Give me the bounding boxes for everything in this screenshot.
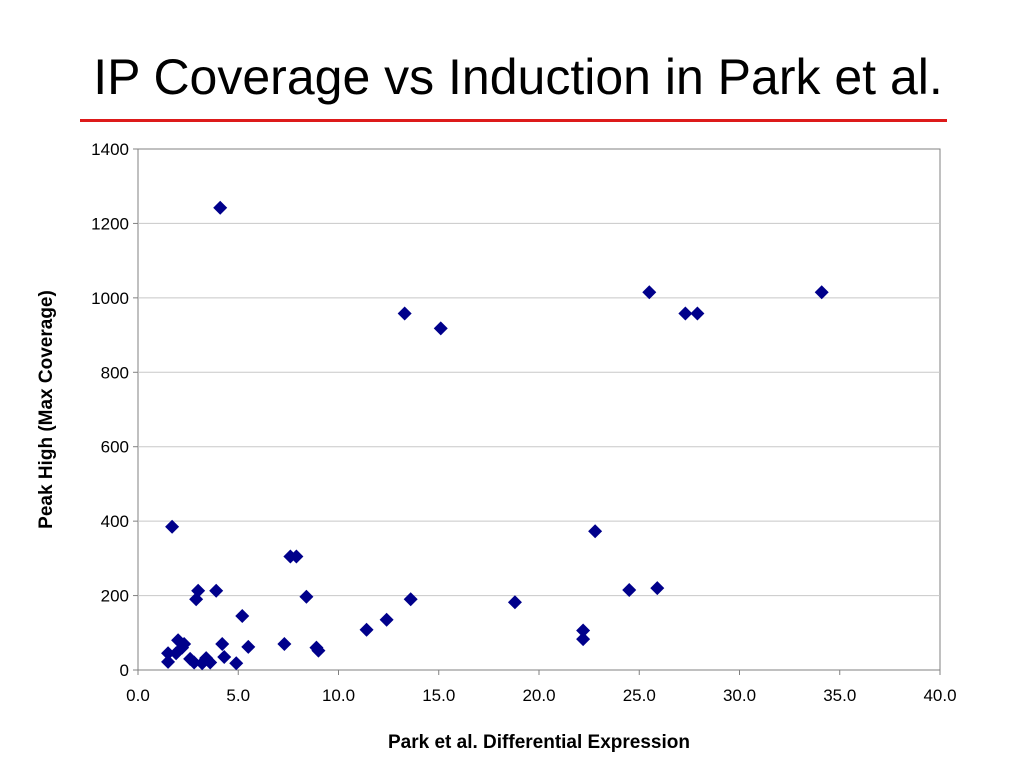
data-point xyxy=(277,636,292,651)
y-axis: 0 200 400 600 800 1000 1200 1400 xyxy=(91,140,138,680)
data-point xyxy=(576,623,591,638)
x-axis-label: Park et al. Differential Expression xyxy=(388,732,690,753)
data-point xyxy=(576,632,591,647)
x-tick-label: 35.0 xyxy=(823,686,856,705)
y-axis-label: Peak High (Max Coverage) xyxy=(36,290,57,529)
x-tick-label: 10.0 xyxy=(322,686,355,705)
y-tick-label: 200 xyxy=(101,587,129,606)
data-point xyxy=(175,640,190,655)
data-point xyxy=(678,306,693,321)
data-point xyxy=(814,285,829,300)
page-title: IP Coverage vs Induction in Park et al. xyxy=(93,49,943,105)
data-point xyxy=(650,581,665,596)
y-tick-label: 1400 xyxy=(91,140,129,159)
data-point xyxy=(165,519,180,534)
data-point xyxy=(215,636,230,651)
x-axis: 0.0 5.0 10.0 15.0 20.0 25.0 30.0 35.0 40.0 xyxy=(126,670,957,705)
gridlines xyxy=(138,222,940,597)
x-tick-label: 0.0 xyxy=(126,686,150,705)
data-point xyxy=(241,639,256,654)
data-point xyxy=(235,609,250,624)
y-tick-label: 600 xyxy=(101,438,129,457)
y-tick-label: 0 xyxy=(120,661,129,680)
title-divider xyxy=(80,119,947,122)
data-point xyxy=(213,200,228,215)
x-tick-label: 40.0 xyxy=(923,686,956,705)
y-tick-label: 800 xyxy=(101,363,129,382)
y-tick-label: 1000 xyxy=(91,289,129,308)
data-point xyxy=(359,622,374,637)
data-point xyxy=(299,589,314,604)
x-tick-label: 5.0 xyxy=(226,686,250,705)
data-point xyxy=(403,592,418,607)
x-tick-label: 20.0 xyxy=(522,686,555,705)
data-point xyxy=(217,649,232,664)
x-tick-label: 30.0 xyxy=(723,686,756,705)
data-point xyxy=(161,646,176,661)
data-point xyxy=(209,583,224,598)
plot-area xyxy=(137,148,941,671)
data-point xyxy=(311,643,326,658)
data-point xyxy=(507,595,522,610)
data-point xyxy=(588,524,603,539)
data-point xyxy=(161,654,176,669)
data-point xyxy=(397,306,412,321)
data-point xyxy=(690,306,705,321)
data-points xyxy=(161,200,829,671)
data-point xyxy=(187,655,202,670)
data-point xyxy=(622,582,637,597)
data-point xyxy=(642,285,657,300)
y-tick-label: 1200 xyxy=(91,214,129,233)
data-point xyxy=(203,655,218,670)
x-tick-label: 25.0 xyxy=(623,686,656,705)
x-tick-label: 15.0 xyxy=(422,686,455,705)
data-point xyxy=(189,592,204,607)
data-point xyxy=(229,656,244,671)
data-point xyxy=(433,321,448,336)
y-tick-label: 400 xyxy=(101,512,129,531)
data-point xyxy=(379,612,394,627)
data-point xyxy=(289,549,304,564)
